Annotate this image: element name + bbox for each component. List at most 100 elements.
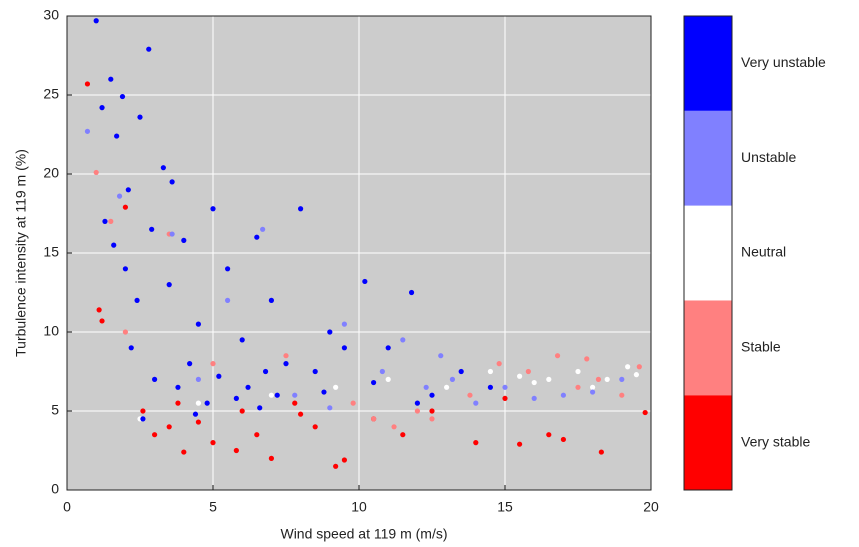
x-tick-label: 20 — [643, 499, 659, 515]
scatter-point — [414, 400, 420, 406]
scatter-point — [333, 463, 339, 469]
scatter-point — [517, 441, 523, 447]
y-tick-label: 25 — [43, 86, 59, 102]
y-tick-label: 20 — [43, 165, 59, 181]
scatter-point — [385, 376, 391, 382]
scatter-point — [604, 376, 610, 382]
scatter-point — [111, 242, 117, 248]
scatter-point — [175, 400, 181, 406]
scatter-point — [423, 384, 429, 390]
scatter-point — [619, 392, 625, 398]
plot-frame — [66, 15, 652, 491]
scatter-point — [525, 368, 531, 375]
scatter-point — [169, 179, 175, 185]
scatter-point — [321, 389, 327, 395]
y-tick-label: 10 — [43, 323, 59, 339]
scatter-point — [546, 432, 552, 438]
scatter-point — [333, 384, 339, 390]
scatter-point — [590, 384, 596, 390]
scatter-point — [166, 282, 172, 288]
scatter-point — [560, 392, 567, 398]
y-tick-label: 30 — [43, 7, 59, 23]
scatter-point — [371, 379, 377, 386]
scatter-point — [96, 307, 102, 313]
scatter-point — [391, 424, 397, 430]
scatter-point — [181, 237, 187, 243]
scatter-point — [487, 384, 493, 390]
scatter-point — [160, 165, 166, 171]
scatter-point — [458, 368, 464, 375]
scatter-point — [195, 321, 201, 327]
scatter-point — [233, 395, 239, 401]
scatter-point — [362, 278, 368, 285]
scatter-point — [114, 133, 120, 139]
scatter-point — [245, 384, 251, 390]
scatter-point — [257, 405, 263, 411]
scatter-point — [546, 376, 552, 382]
scatter-point — [233, 447, 239, 454]
scatter-point — [84, 128, 91, 134]
scatter-point — [584, 356, 590, 362]
scatter-point — [502, 395, 508, 401]
scatter-point — [642, 409, 648, 416]
scatter-point — [590, 389, 596, 395]
x-tick-label: 15 — [497, 499, 513, 515]
scatter-point — [575, 368, 581, 375]
scatter-point — [531, 379, 537, 386]
scatter-point — [204, 400, 210, 406]
scatter-point — [595, 376, 602, 382]
scatter-point — [312, 368, 318, 375]
scatter-point — [181, 449, 187, 455]
scatter-point — [517, 373, 523, 379]
scatter-point — [128, 345, 134, 351]
scatter-point — [575, 384, 581, 390]
scatter-point — [210, 206, 216, 212]
scatter-point — [554, 353, 561, 359]
scatter-point — [385, 345, 391, 351]
legend-swatch — [684, 205, 732, 301]
scatter-point — [152, 432, 158, 438]
scatter-point — [487, 368, 493, 375]
scatter-point — [473, 400, 479, 406]
scatter-point — [283, 361, 289, 367]
scatter-point — [633, 372, 640, 378]
scatter-point — [254, 432, 260, 438]
scatter-point — [292, 400, 298, 406]
scatter-point — [268, 392, 274, 398]
scatter-point — [152, 376, 158, 382]
scatter-point — [84, 81, 91, 87]
legend-label: Very stable — [741, 433, 810, 449]
legend-swatch — [684, 110, 732, 206]
scatter-point — [619, 376, 625, 382]
scatter-point — [225, 266, 231, 272]
scatter-point — [414, 408, 420, 414]
scatter-point — [99, 105, 105, 111]
scatter-point — [496, 361, 502, 367]
scatter-point — [429, 392, 435, 398]
x-tick-label: 5 — [209, 499, 217, 515]
scatter-point — [210, 440, 216, 446]
scatter-point — [560, 436, 567, 443]
scatter-point — [400, 432, 406, 438]
scatter-point — [327, 329, 333, 335]
scatter-point — [108, 76, 114, 82]
scatter-point — [312, 424, 318, 430]
scatter-point — [408, 289, 415, 296]
scatter-point — [93, 169, 99, 176]
x-tick-label: 0 — [63, 499, 71, 515]
scatter-point — [175, 384, 181, 390]
scatter-point — [298, 411, 304, 417]
x-tick-label: 10 — [351, 499, 367, 515]
scatter-point — [274, 392, 280, 398]
scatter-point — [625, 364, 631, 370]
x-axis-label: Wind speed at 119 m (m/s) — [280, 526, 447, 542]
scatter-point — [140, 416, 146, 422]
scatter-point — [210, 361, 216, 367]
scatter-point — [99, 318, 105, 324]
scatter-point — [122, 329, 128, 335]
y-tick-label: 0 — [51, 481, 59, 497]
scatter-point — [122, 204, 128, 210]
scatter-point — [192, 411, 199, 417]
legend-swatch — [684, 16, 732, 111]
scatter-point — [400, 337, 406, 343]
